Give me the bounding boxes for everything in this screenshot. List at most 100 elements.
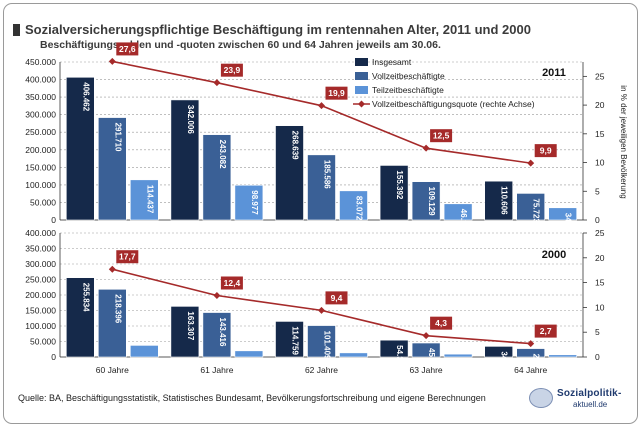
x-tick-label: 63 Jahre	[410, 365, 443, 375]
y-tick-label: 150.000	[25, 306, 56, 316]
y-tick-label: 400.000	[25, 228, 56, 238]
bar-data-label: 46.143	[459, 209, 468, 234]
quote-label-box	[325, 86, 348, 100]
quote-marker	[527, 340, 535, 348]
logo-text-line1: Sozialpolitik-	[557, 388, 622, 399]
legend-label: Vollzeitbeschäftigungsquote (rechte Achs…	[372, 99, 535, 109]
bar-data-label: 54.327	[395, 345, 404, 370]
bar-data-label: 109.129	[427, 187, 436, 216]
bar-teilzeitbeschäftigte	[130, 345, 159, 358]
y2-tick-label: 25	[595, 71, 605, 81]
x-tick-label: 62 Jahre	[305, 365, 338, 375]
bar-data-label: 75.723	[532, 198, 541, 223]
y2-tick-label: 15	[595, 129, 605, 139]
y-tick-label: 100.000	[25, 321, 56, 331]
bar-teilzeitbeschäftigte	[339, 190, 368, 221]
quote-marker	[527, 159, 535, 167]
x-tick-label: 60 Jahre	[96, 365, 129, 375]
y-tick-label: 200.000	[25, 290, 56, 300]
quote-marker	[213, 291, 221, 299]
x-tick-label: 64 Jahre	[514, 365, 547, 375]
bar-teilzeitbeschäftigte	[548, 207, 578, 221]
quote-marker	[422, 332, 430, 340]
bar-data-label: 101.409	[323, 331, 332, 360]
quote-data-label: 23,9	[224, 65, 241, 75]
y2-tick-label: 0	[595, 215, 600, 225]
quote-label-box	[220, 276, 243, 290]
legend-swatch	[355, 72, 368, 80]
quote-data-label: 9,9	[540, 146, 552, 156]
x-tick-label: 61 Jahre	[200, 365, 233, 375]
quote-label-box	[534, 324, 557, 338]
quote-label-box	[430, 316, 453, 330]
chart-panel-2011: 0 50.000 100.000 150.000 200.000 250.000 300.0…	[25, 42, 628, 238]
quote-label-box	[116, 42, 139, 56]
bar-insgesamt	[275, 125, 304, 221]
bar-data-label: 342.006	[186, 105, 195, 134]
y-tick-label: 350.000	[25, 92, 56, 102]
y-tick-label: 250.000	[25, 275, 56, 285]
quote-label-box	[116, 250, 139, 264]
bar-insgesamt	[66, 277, 95, 358]
quote-data-label: 19,9	[328, 88, 345, 98]
bar-teilzeitbeschäftigte	[130, 179, 159, 221]
bar-data-label: 185.586	[323, 160, 332, 189]
bar-data-label: 34.795	[564, 213, 573, 238]
chart-title: Sozialversicherungspflichtige Beschäftig…	[25, 22, 531, 37]
bar-vollzeitbeschäftigte	[516, 348, 546, 358]
y-tick-label: 300.000	[25, 259, 56, 269]
bar-data-label: 406.462	[81, 82, 90, 111]
y-tick-label: 0	[51, 215, 56, 225]
y2-tick-label: 5	[595, 186, 600, 196]
legend-label: Teilzeitbeschäftigte	[372, 85, 444, 95]
quote-data-label: 12,4	[224, 278, 241, 288]
quote-marker	[108, 265, 116, 273]
bar-vollzeitbeschäftigte	[98, 117, 127, 221]
bar-data-label: 291.710	[113, 123, 122, 152]
bar-insgesamt	[379, 339, 409, 358]
quote-data-label: 2,7	[540, 326, 552, 336]
bar-data-label: 143.416	[218, 318, 227, 347]
y-tick-label: 200.000	[25, 145, 56, 155]
title-row: Sozialversicherungspflichtige Beschäftig…	[13, 22, 531, 37]
y2-tick-label: 0	[595, 352, 600, 362]
panel-year-label: 2011	[542, 67, 566, 79]
quote-label-box	[534, 144, 557, 158]
bar-vollzeitbeschäftigte	[202, 312, 232, 358]
bar-vollzeitbeschäftigte	[411, 181, 441, 221]
bar-data-label: 218.396	[113, 294, 122, 323]
y-tick-label: 400.000	[25, 75, 56, 85]
y-tick-label: 0	[51, 352, 56, 362]
bar-data-label: 163.307	[186, 311, 195, 340]
bar-teilzeitbeschäftigte	[443, 203, 473, 221]
y-tick-label: 350.000	[25, 244, 56, 254]
bar-insgesamt	[66, 76, 95, 221]
logo-bubble-icon	[529, 388, 553, 408]
title-marker	[13, 23, 20, 36]
quote-marker	[318, 102, 325, 110]
bar-teilzeitbeschäftigte	[443, 353, 473, 358]
bar-data-label: 98.977	[250, 190, 259, 215]
bar-vollzeitbeschäftigte	[98, 288, 127, 358]
y-tick-label: 50.000	[30, 197, 56, 207]
bar-data-label: 45.097	[427, 348, 436, 373]
legend-label: Insgesamt	[372, 57, 412, 67]
bar-teilzeitbeschäftigte	[548, 354, 578, 358]
bar-data-label: 83.072	[355, 196, 364, 221]
legend: Insgesamt Vollzeitbeschäftigte Teilzeitbes…	[353, 57, 535, 109]
y2-tick-label: 15	[595, 278, 605, 288]
y2-tick-label: 10	[595, 302, 605, 312]
bar-vollzeitbeschäftigte	[516, 193, 546, 221]
quote-label-box	[220, 63, 243, 77]
quote-marker	[318, 306, 325, 314]
legend-swatch	[355, 58, 368, 66]
legend-marker	[358, 100, 365, 108]
bar-insgesamt	[170, 306, 200, 358]
quote-label-box	[430, 129, 453, 143]
bar-insgesamt	[275, 321, 304, 358]
legend-label: Vollzeitbeschäftigte	[372, 71, 445, 81]
bar-data-label: 268.639	[291, 131, 300, 160]
y2-tick-label: 20	[595, 100, 605, 110]
quote-label-box	[325, 291, 348, 305]
y-tick-label: 50.000	[30, 337, 56, 347]
